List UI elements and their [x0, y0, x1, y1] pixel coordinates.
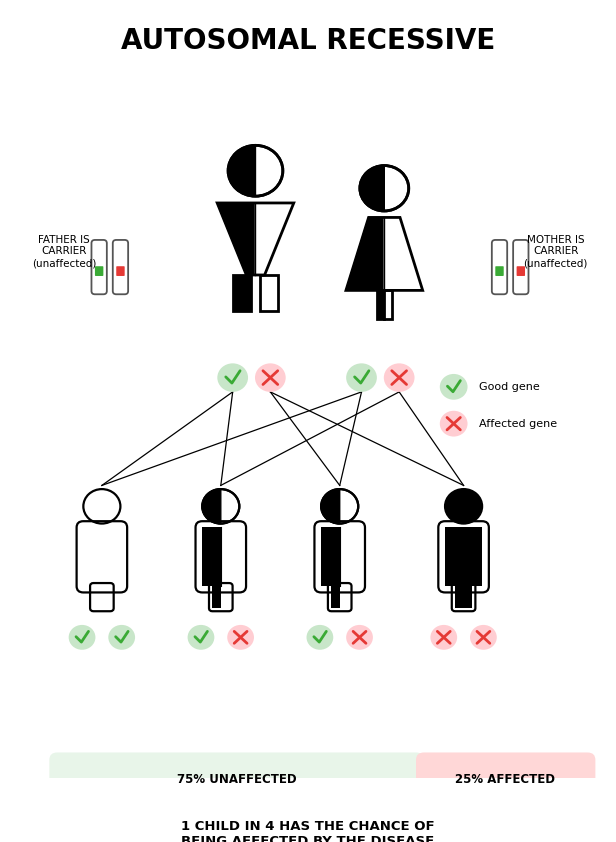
Polygon shape [331, 586, 339, 608]
Text: Good gene: Good gene [479, 381, 540, 392]
Polygon shape [221, 527, 240, 586]
Polygon shape [339, 527, 359, 586]
Polygon shape [464, 586, 472, 608]
FancyBboxPatch shape [416, 753, 596, 806]
Polygon shape [256, 203, 294, 275]
Circle shape [470, 625, 496, 650]
Polygon shape [83, 527, 102, 586]
Polygon shape [213, 586, 221, 608]
FancyBboxPatch shape [91, 240, 107, 294]
Polygon shape [102, 527, 120, 586]
Circle shape [440, 374, 468, 400]
Circle shape [321, 489, 359, 524]
Polygon shape [321, 489, 339, 524]
Text: Affected gene: Affected gene [479, 418, 557, 429]
FancyBboxPatch shape [492, 240, 507, 294]
Circle shape [307, 625, 333, 650]
Circle shape [384, 364, 415, 392]
Circle shape [346, 625, 373, 650]
Polygon shape [221, 586, 229, 608]
FancyBboxPatch shape [113, 240, 128, 294]
Polygon shape [445, 527, 464, 586]
Text: FATHER IS
CARRIER
(unaffected): FATHER IS CARRIER (unaffected) [32, 235, 97, 268]
FancyBboxPatch shape [495, 266, 504, 276]
FancyBboxPatch shape [513, 240, 529, 294]
Circle shape [445, 489, 482, 524]
Circle shape [228, 146, 283, 196]
FancyBboxPatch shape [23, 798, 593, 842]
Text: AUTOSOMAL RECESSIVE: AUTOSOMAL RECESSIVE [121, 28, 495, 56]
Polygon shape [464, 527, 482, 586]
FancyBboxPatch shape [95, 266, 103, 276]
Circle shape [108, 625, 135, 650]
FancyBboxPatch shape [116, 266, 124, 276]
Circle shape [83, 489, 120, 524]
Polygon shape [202, 489, 221, 524]
Circle shape [255, 364, 286, 392]
Polygon shape [228, 146, 256, 196]
Circle shape [431, 625, 457, 650]
Polygon shape [217, 203, 256, 275]
Polygon shape [346, 217, 384, 290]
Polygon shape [384, 217, 423, 290]
FancyBboxPatch shape [49, 753, 424, 806]
Polygon shape [202, 527, 221, 586]
Circle shape [360, 166, 409, 211]
Circle shape [217, 364, 248, 392]
Polygon shape [102, 586, 110, 608]
Circle shape [202, 489, 240, 524]
Text: 1 CHILD IN 4 HAS THE CHANCE OF
BEING AFFECTED BY THE DISEASE: 1 CHILD IN 4 HAS THE CHANCE OF BEING AFF… [181, 820, 435, 842]
Polygon shape [455, 586, 464, 608]
Polygon shape [339, 586, 348, 608]
Circle shape [68, 625, 95, 650]
Polygon shape [360, 166, 384, 211]
Polygon shape [321, 527, 339, 586]
FancyBboxPatch shape [517, 266, 525, 276]
Circle shape [346, 364, 377, 392]
Text: MOTHER IS
CARRIER
(unaffected): MOTHER IS CARRIER (unaffected) [524, 235, 588, 268]
Polygon shape [384, 290, 392, 319]
Text: 25% AFFECTED: 25% AFFECTED [455, 773, 555, 786]
Polygon shape [94, 586, 102, 608]
Polygon shape [233, 275, 251, 311]
Polygon shape [377, 290, 384, 319]
Circle shape [440, 411, 468, 436]
Circle shape [227, 625, 254, 650]
Polygon shape [260, 275, 278, 311]
Text: 75% UNAFFECTED: 75% UNAFFECTED [177, 773, 296, 786]
Circle shape [188, 625, 214, 650]
